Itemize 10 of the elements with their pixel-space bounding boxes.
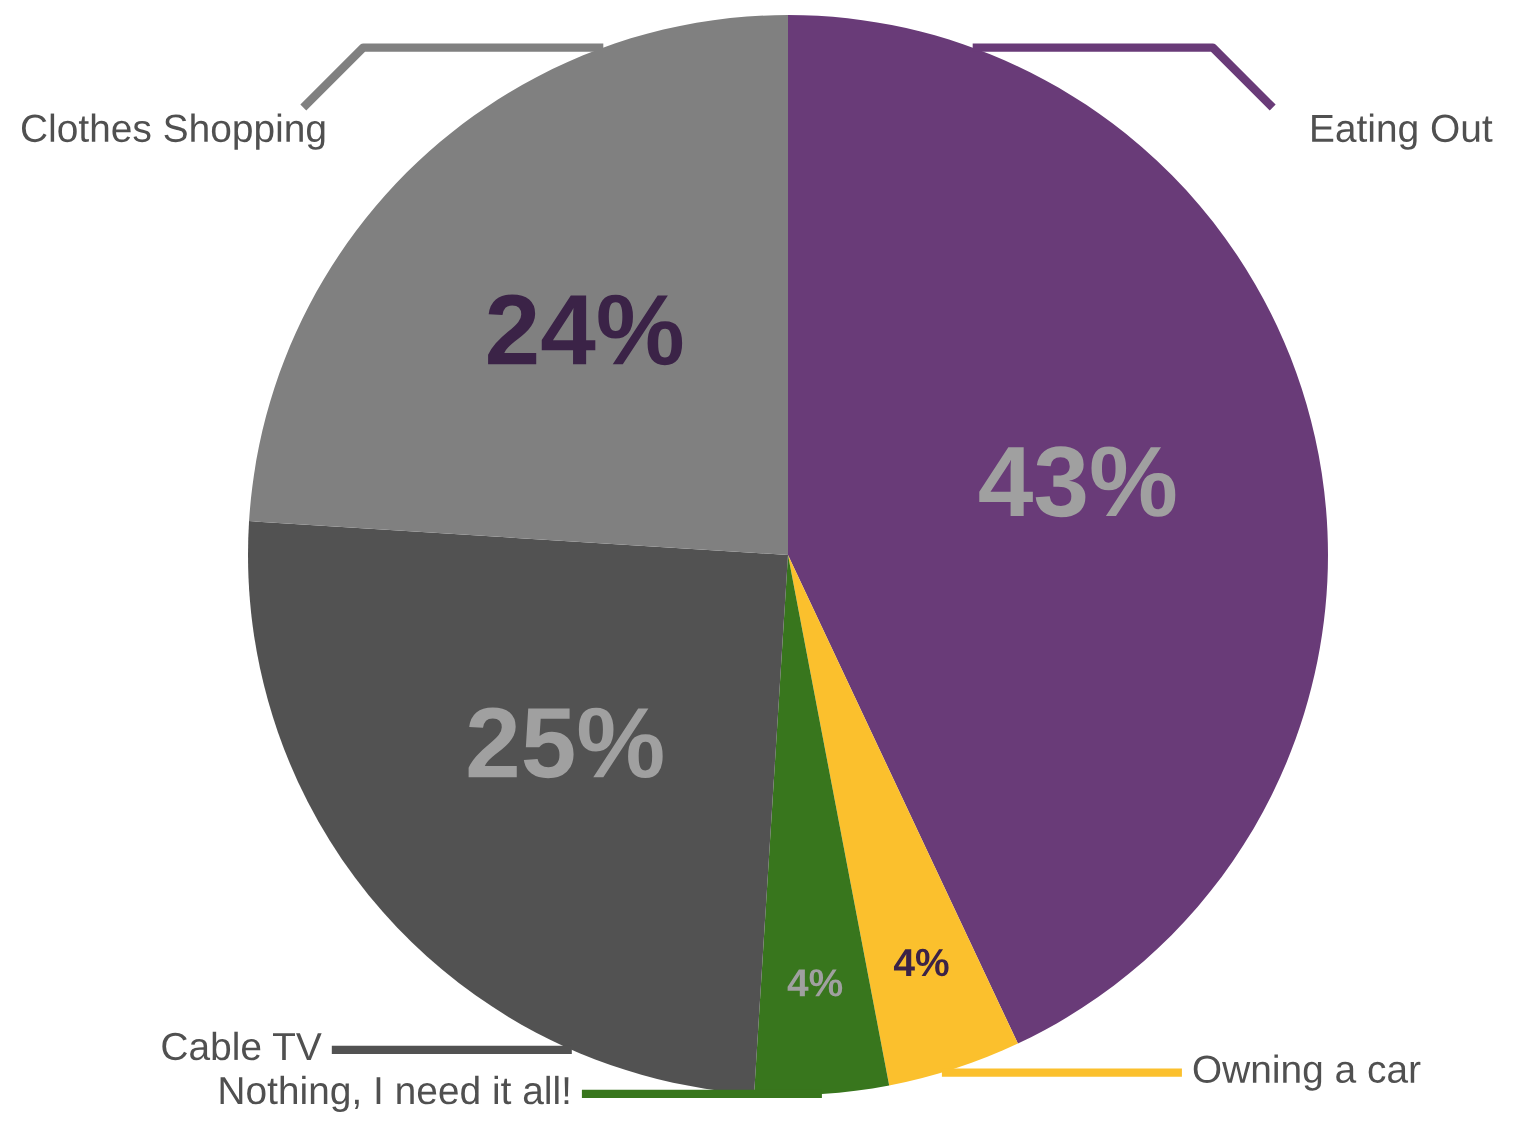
- data-label: 43%: [979, 446, 1176, 518]
- slice-label: Owning a car: [1193, 1054, 1421, 1091]
- data-label: 25%: [468, 707, 663, 779]
- slice-label: Clothes Shopping: [21, 113, 325, 150]
- data-label: 24%: [488, 294, 683, 366]
- data-label: 4%: [893, 948, 949, 977]
- slice-label: Cable TV: [162, 1031, 322, 1061]
- slice-label: Eating Out: [1312, 113, 1493, 150]
- slice-label: Nothing, I need it all!: [220, 1075, 569, 1113]
- data-label: 4%: [787, 969, 843, 997]
